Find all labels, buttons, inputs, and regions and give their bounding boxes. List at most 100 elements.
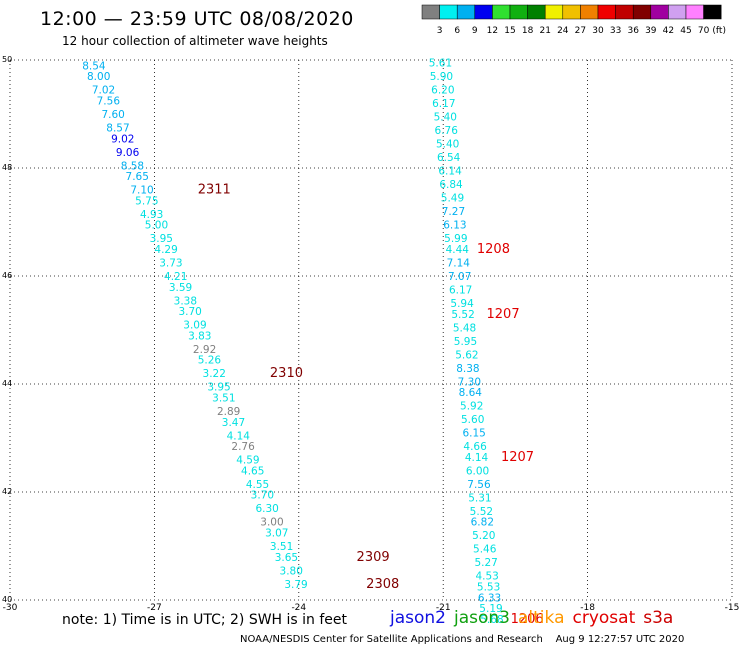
wave-height-point: 7.65 <box>126 171 149 183</box>
color-scale-tick: 12 <box>487 26 498 36</box>
wave-height-point: 5.27 <box>474 557 497 569</box>
axis-tick-labels: -30 -27 -24 -21 -18 -15 50 48 46 44 42 40 <box>2 55 739 613</box>
wave-height-point: 5.75 <box>135 195 158 207</box>
x-tick-label: -27 <box>147 603 162 613</box>
wave-height-point: 8.64 <box>459 387 483 399</box>
wave-height-point: 2.89 <box>217 406 240 418</box>
x-tick-label: -21 <box>436 603 451 613</box>
credit-line: NOAA/NESDIS Center for Satellite Applica… <box>240 634 684 645</box>
wave-height-point: 3.51 <box>212 393 235 405</box>
color-scale-swatch <box>421 4 440 20</box>
color-scale-swatch <box>668 4 687 20</box>
wave-height-point: 6.15 <box>462 428 485 440</box>
wave-height-point: 9.06 <box>116 147 140 159</box>
wave-height-point: 3.70 <box>251 490 274 502</box>
wave-height-values: 8.548.007.027.567.608.579.029.068.587.65… <box>82 58 503 626</box>
color-scale-swatch <box>632 4 652 20</box>
wave-height-point: 6.54 <box>437 152 461 164</box>
wave-height-point: 7.02 <box>92 85 115 97</box>
chart-title: 12:00 — 23:59 UTC 08/08/2020 <box>40 8 354 30</box>
wave-height-point: 4.53 <box>475 571 498 583</box>
y-tick-label: 40 <box>2 595 12 604</box>
wave-height-point: 6.17 <box>432 98 455 110</box>
pass-time-label: 1207 <box>487 307 520 322</box>
x-tick-label: -18 <box>580 603 595 613</box>
wave-height-point: 4.29 <box>154 244 177 256</box>
color-scale-tick: 33 <box>610 26 621 36</box>
x-tick-label: -24 <box>291 603 306 613</box>
wave-height-point: 4.14 <box>227 430 251 442</box>
pass-time-label: 2311 <box>198 183 231 198</box>
wave-height-point: 5.62 <box>455 349 478 361</box>
color-scale-tick: 70 <box>698 26 710 36</box>
color-scale-swatch <box>615 4 634 20</box>
color-scale-swatch <box>597 4 616 20</box>
color-scale-tick: 30 <box>592 26 604 36</box>
color-scale-tick: 18 <box>522 26 534 36</box>
wave-height-point: 5.95 <box>454 336 477 348</box>
wave-height-point: 3.83 <box>188 330 211 342</box>
wave-height-point: 7.07 <box>448 271 471 283</box>
color-scale-swatch <box>580 4 599 20</box>
satellite-legend: jason2 jason3 altika cryosat s3a <box>390 608 681 628</box>
wave-height-point: 3.07 <box>265 528 288 540</box>
wave-height-point: 3.51 <box>270 541 293 553</box>
color-scale-swatch <box>703 4 722 20</box>
wave-height-point: 3.95 <box>207 382 230 394</box>
x-tick-label: -15 <box>725 603 740 613</box>
color-scale-swatch <box>456 4 476 20</box>
color-scale-swatch <box>527 4 546 20</box>
wave-height-point: 5.48 <box>453 322 476 334</box>
wave-height-point: 4.21 <box>164 271 187 283</box>
color-scale-tick: 15 <box>504 26 515 36</box>
wave-height-point: 4.66 <box>463 441 487 453</box>
wave-height-point: 4.44 <box>446 244 470 256</box>
wave-height-point: 4.59 <box>236 455 259 467</box>
wave-height-point: 5.00 <box>145 220 168 232</box>
pass-time-labels: 2311 2310 2309 2308 1208 1207 1207 1206 <box>198 183 544 627</box>
wave-height-point: 3.79 <box>284 579 307 591</box>
color-scale-swatch <box>492 4 511 20</box>
wave-height-point: 8.54 <box>82 60 106 72</box>
wave-height-point: 8.38 <box>456 363 479 375</box>
wave-height-point: 9.02 <box>111 133 134 145</box>
color-scale-swatch <box>562 4 581 20</box>
wave-height-point: 2.92 <box>193 344 216 356</box>
wave-height-point: 5.92 <box>460 401 483 413</box>
wave-height-point: 3.70 <box>178 306 201 318</box>
wave-height-point: 6.14 <box>438 166 462 178</box>
color-scale-swatch <box>544 4 564 20</box>
credit-text: NOAA/NESDIS Center for Satellite Applica… <box>240 634 543 645</box>
color-scale-swatch <box>474 4 493 20</box>
color-scale-legend: 3 6 9 12 15 18 21 24 27 30 33 36 39 42 45 70 (ft) <box>421 4 726 36</box>
wave-height-point: 8.58 <box>121 160 144 172</box>
color-scale-tick: 24 <box>557 26 569 36</box>
grid-lines <box>9 59 733 601</box>
color-scale-tick: 6 <box>454 26 460 36</box>
y-tick-label: 46 <box>2 271 12 280</box>
wave-height-point: 7.60 <box>101 109 124 121</box>
color-scale-tick: 21 <box>539 26 550 36</box>
color-scale-swatch <box>439 4 458 20</box>
pass-time-label: 1208 <box>477 242 510 257</box>
color-scale-tick: 9 <box>472 26 478 36</box>
wave-height-point: 6.17 <box>449 285 472 297</box>
pass-time-label: 1207 <box>501 450 534 465</box>
generated-timestamp: Aug 9 12:27:57 UTC 2020 <box>555 634 685 645</box>
wave-height-point: 8.57 <box>106 123 129 135</box>
wave-height-point: 5.31 <box>468 492 491 504</box>
wave-height-point: 5.99 <box>444 233 467 245</box>
wave-height-point: 3.38 <box>174 295 197 307</box>
y-tick-label: 44 <box>2 379 12 388</box>
wave-height-point: 5.90 <box>430 71 453 83</box>
wave-height-point: 5.40 <box>434 112 457 124</box>
wave-height-point: 7.14 <box>447 258 471 270</box>
wave-height-point: 2.76 <box>231 441 255 453</box>
chart-subtitle: 12 hour collection of altimeter wave hei… <box>62 34 328 48</box>
wave-height-point: 7.30 <box>458 376 481 388</box>
wave-height-point: 3.09 <box>183 320 206 332</box>
satellite-legend-jason2: jason2 <box>390 608 446 628</box>
wave-height-point: 5.60 <box>461 414 484 426</box>
wave-height-point: 3.22 <box>203 368 226 380</box>
wave-height-point: 5.94 <box>450 298 474 310</box>
